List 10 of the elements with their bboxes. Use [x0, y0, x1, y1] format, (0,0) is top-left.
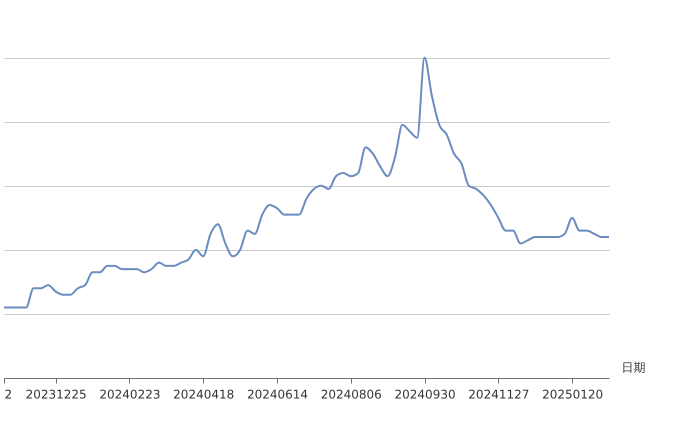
x-tick-label: 20240614 [246, 388, 308, 402]
x-tick-label: 20240223 [99, 388, 160, 402]
x-tick-label: 20240930 [394, 388, 456, 402]
x-tick-label: 20231225 [26, 388, 87, 402]
x-tick-label: 20240418 [173, 388, 234, 402]
x-tick-label: 2 [4, 388, 12, 402]
x-tick-label: 20250120 [542, 388, 604, 402]
x-tick-label: 20241127 [468, 388, 530, 402]
x-axis-title: 日期 [622, 360, 646, 374]
x-tick-label: 20240806 [320, 388, 382, 402]
